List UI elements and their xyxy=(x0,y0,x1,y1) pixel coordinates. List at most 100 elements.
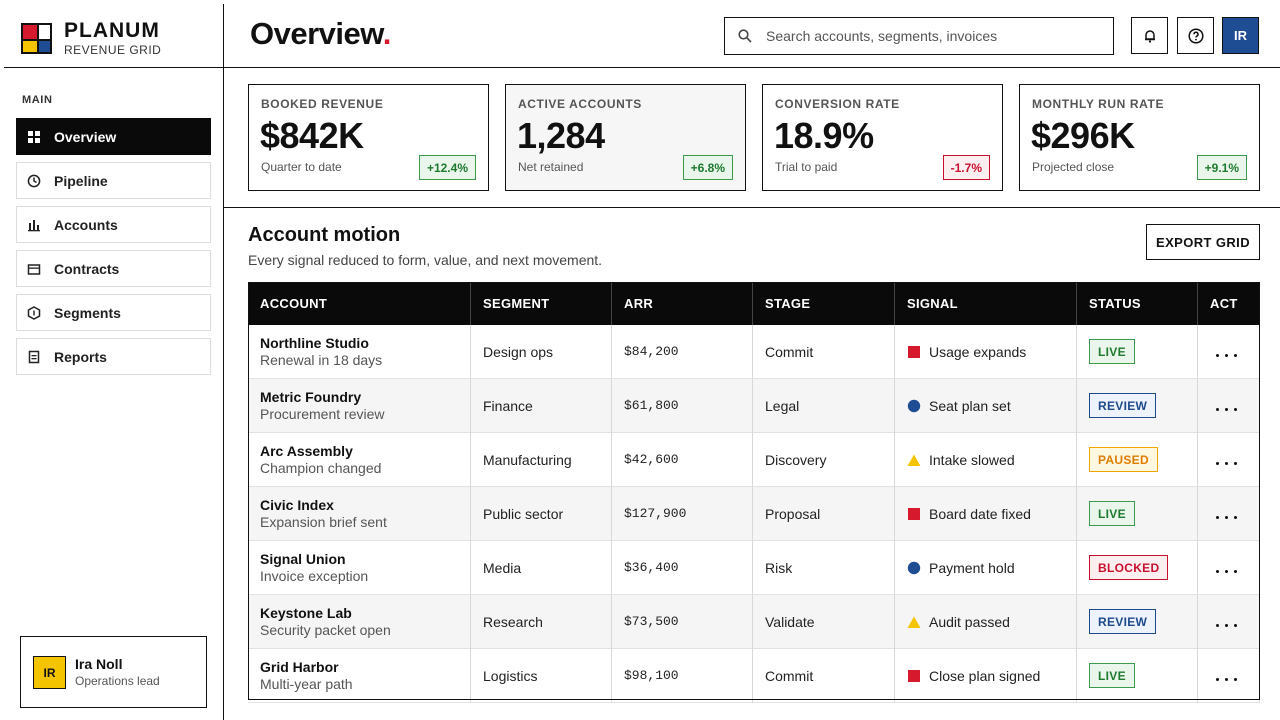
status-badge: LIVE xyxy=(1089,663,1135,688)
nav-label: Overview xyxy=(54,128,117,145)
arr-cell: $61,800 xyxy=(612,379,753,433)
account-detail: Champion changed xyxy=(260,460,382,476)
column-header: ACT xyxy=(1198,282,1260,325)
brand-name: PLANUM xyxy=(64,19,160,42)
stage-cell: Commit xyxy=(753,649,895,703)
kpi-value: 1,284 xyxy=(517,115,605,156)
account-detail: Renewal in 18 days xyxy=(260,352,383,368)
user-card[interactable]: IR Ira Noll Operations lead xyxy=(20,636,207,708)
help-icon xyxy=(1187,27,1204,44)
arr-cell: $36,400 xyxy=(612,541,753,595)
row-actions[interactable] xyxy=(1216,516,1237,519)
kpi-delta: +9.1% xyxy=(1196,155,1247,180)
signal-cell: Usage expands xyxy=(895,325,1077,379)
stage: Proposal xyxy=(765,505,821,522)
nav-label: Reports xyxy=(54,348,107,365)
notifications-button[interactable] xyxy=(1131,17,1168,54)
account-name: Grid Harbor xyxy=(260,659,339,675)
column-header: STATUS xyxy=(1077,282,1198,325)
kpi-value: $842K xyxy=(260,115,364,156)
account-name: Northline Studio xyxy=(260,335,369,351)
row-actions[interactable] xyxy=(1216,462,1237,465)
signal-icon xyxy=(907,615,921,629)
export-button[interactable]: EXPORT GRID xyxy=(1146,224,1260,260)
user-role: Operations lead xyxy=(75,674,160,688)
dot xyxy=(1216,462,1219,465)
stage: Legal xyxy=(765,397,800,414)
segment: Design ops xyxy=(483,343,554,360)
column-header: ACCOUNT xyxy=(248,282,471,325)
column-header: STAGE xyxy=(753,282,895,325)
bell-icon xyxy=(1144,29,1155,43)
status-badge: REVIEW xyxy=(1089,393,1157,418)
kpi-note: Trial to paid xyxy=(775,160,838,174)
dot xyxy=(1216,516,1219,519)
search-icon xyxy=(738,29,752,43)
row-actions[interactable] xyxy=(1216,624,1237,627)
signal-icon xyxy=(907,669,921,683)
nav-item[interactable]: Accounts xyxy=(16,206,211,243)
stage: Commit xyxy=(765,343,814,360)
nav-icon xyxy=(28,130,40,143)
status-cell: LIVE xyxy=(1077,325,1198,379)
stage: Validate xyxy=(765,613,815,630)
kpi-label: MONTHLY RUN RATE xyxy=(1032,97,1165,111)
stage-cell: Risk xyxy=(753,541,895,595)
status-cell: REVIEW xyxy=(1077,379,1198,433)
dot xyxy=(1225,678,1228,681)
search-placeholder: Search accounts, segments, invoices xyxy=(766,28,998,44)
kpi-note: Net retained xyxy=(518,160,584,174)
nav-icon xyxy=(28,219,40,231)
arr-cell: $98,100 xyxy=(612,649,753,703)
signal-icon xyxy=(907,399,921,413)
nav-icon xyxy=(28,350,40,363)
dot xyxy=(1234,678,1237,681)
signal-cell: Close plan signed xyxy=(895,649,1077,703)
nav-item[interactable]: Overview xyxy=(16,118,211,155)
row-actions[interactable] xyxy=(1216,570,1237,573)
user-initials: IR xyxy=(33,656,66,689)
segment: Logistics xyxy=(483,667,538,684)
arr-cell: $84,200 xyxy=(612,325,753,379)
status-cell: LIVE xyxy=(1077,487,1198,541)
signal: Board date fixed xyxy=(929,505,1031,522)
signal-icon xyxy=(907,561,921,575)
row-actions[interactable] xyxy=(1216,408,1237,411)
account-name: Signal Union xyxy=(260,551,346,567)
nav-item[interactable]: Pipeline xyxy=(16,162,211,199)
row-actions[interactable] xyxy=(1216,678,1237,681)
act-cell xyxy=(1198,649,1260,703)
nav-item[interactable]: Segments xyxy=(16,294,211,331)
search-box[interactable]: Search accounts, segments, invoices xyxy=(724,17,1114,55)
account-detail: Procurement review xyxy=(260,406,385,422)
arr: $98,100 xyxy=(624,668,679,683)
stage-cell: Discovery xyxy=(753,433,895,487)
title-mark: . xyxy=(382,16,392,51)
signal-shape xyxy=(907,561,921,574)
kpi-delta: +12.4% xyxy=(418,155,476,180)
signal-shape xyxy=(908,345,920,358)
dot xyxy=(1225,354,1228,357)
nav-item[interactable]: Contracts xyxy=(16,250,211,287)
help-button[interactable] xyxy=(1177,17,1214,54)
segment-cell: Public sector xyxy=(471,487,612,541)
kpi-delta: +6.8% xyxy=(682,155,733,180)
avatar-button[interactable]: IR xyxy=(1222,17,1259,54)
status-badge: LIVE xyxy=(1089,339,1135,364)
account-name: Metric Foundry xyxy=(260,389,362,405)
segment-cell: Manufacturing xyxy=(471,433,612,487)
kpi-card: ACTIVE ACCOUNTS 1,284 Net retained +6.8% xyxy=(505,84,746,191)
account-cell: Arc Assembly Champion changed xyxy=(248,433,471,487)
stage-cell: Proposal xyxy=(753,487,895,541)
signal-shape xyxy=(907,616,921,628)
arr: $36,400 xyxy=(624,560,679,575)
dot xyxy=(1234,408,1237,411)
segment-cell: Finance xyxy=(471,379,612,433)
kpi-label: ACTIVE ACCOUNTS xyxy=(518,97,642,111)
row-actions[interactable] xyxy=(1216,354,1237,357)
kpi-label: CONVERSION RATE xyxy=(775,97,900,111)
kpi-value: 18.9% xyxy=(774,115,874,156)
nav-item[interactable]: Reports xyxy=(16,338,211,375)
signal-shape xyxy=(908,669,920,682)
dot xyxy=(1225,462,1228,465)
